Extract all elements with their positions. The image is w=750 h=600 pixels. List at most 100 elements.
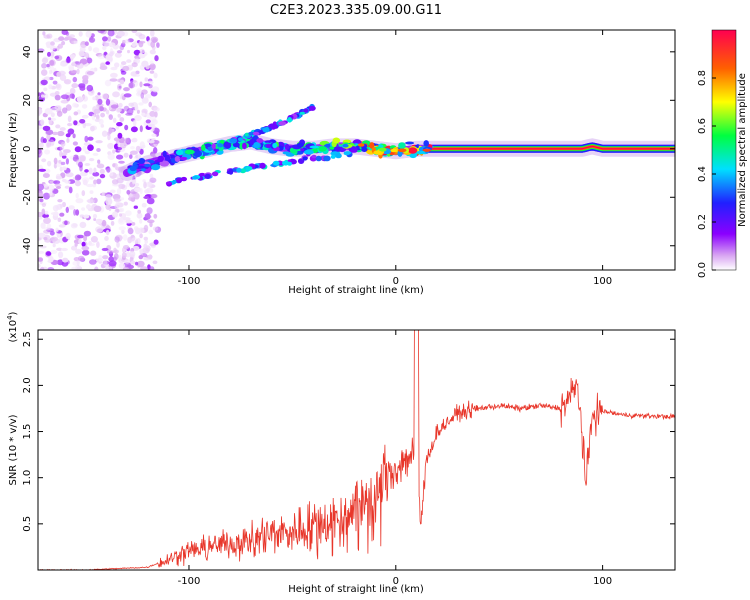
branch-blob: [204, 173, 211, 179]
noise-speckle: [67, 122, 73, 127]
snr-y-multiplier: (x104): [6, 311, 19, 342]
branch-blob: [302, 156, 308, 161]
branch-blob: [172, 179, 177, 185]
noise-speckle: [85, 30, 92, 38]
ridge-blob: [300, 148, 305, 152]
noise-speckle: [147, 140, 155, 144]
noise-speckle: [93, 167, 97, 173]
ridge-blob: [253, 142, 260, 149]
noise-speckle: [78, 238, 82, 245]
noise-speckle: [105, 198, 113, 205]
noise-speckle: [130, 146, 135, 150]
noise-speckle: [65, 57, 71, 64]
ridge-blob: [211, 143, 216, 150]
noise-speckle: [79, 85, 86, 91]
noise-speckle: [152, 226, 159, 231]
noise-speckle: [47, 160, 52, 167]
noise-speckle: [72, 133, 76, 139]
noise-speckle: [139, 148, 144, 155]
noise-speckle: [59, 166, 63, 172]
noise-speckle: [151, 133, 157, 137]
noise-speckle: [94, 266, 99, 270]
noise-speckle: [54, 55, 60, 60]
noise-speckle: [77, 234, 85, 239]
ridge-blob: [242, 142, 247, 150]
noise-speckle: [95, 140, 103, 144]
branch-blob: [343, 151, 352, 155]
ridge-blob: [207, 146, 212, 151]
noise-speckle: [130, 80, 137, 83]
noise-speckle: [105, 109, 110, 115]
colorbar-tick-label: 0.8: [697, 70, 708, 86]
noise-speckle: [44, 108, 53, 115]
noise-speckle: [91, 113, 96, 121]
noise-speckle: [88, 37, 96, 43]
noise-speckle: [116, 107, 121, 113]
noise-speckle: [64, 180, 71, 184]
noise-speckle: [69, 93, 75, 99]
noise-speckle: [74, 146, 82, 153]
ridge-blob: [201, 144, 206, 151]
noise-speckle: [60, 247, 68, 252]
ridge-blob: [192, 150, 203, 158]
snr-y-ticks: 0.5 1.0 1.5 2.0 2.5: [22, 331, 675, 532]
noise-speckle: [141, 112, 146, 117]
branch-blob: [330, 154, 336, 159]
noise-speckle: [56, 71, 62, 77]
noise-speckle: [113, 247, 117, 254]
noise-speckle: [96, 148, 101, 152]
noise-speckle: [81, 246, 90, 251]
ridge-blob: [332, 137, 341, 144]
noise-speckle: [96, 228, 103, 234]
branch-blob: [278, 121, 287, 126]
noise-speckle: [38, 125, 43, 130]
noise-speckle: [84, 150, 90, 155]
noise-speckle: [38, 250, 45, 254]
noise-speckle: [138, 34, 146, 40]
noise-speckle: [43, 217, 51, 224]
noise-speckle: [112, 149, 116, 154]
noise-speckle: [62, 201, 66, 208]
noise-speckle: [68, 66, 75, 71]
snr-background: [38, 330, 675, 570]
noise-speckle: [55, 124, 61, 129]
noise-speckle: [70, 54, 76, 59]
noise-speckle: [108, 114, 114, 120]
noise-speckle: [50, 117, 57, 121]
noise-speckle: [75, 192, 79, 199]
noise-speckle: [129, 154, 133, 160]
noise-speckle: [97, 98, 103, 105]
ridge-blob: [342, 143, 349, 148]
noise-speckle: [112, 91, 120, 98]
ridge-blob: [378, 147, 387, 152]
noise-speckle: [43, 237, 48, 241]
noise-speckle: [127, 49, 130, 54]
noise-speckle: [41, 57, 49, 64]
noise-speckle: [60, 161, 66, 166]
noise-speckle: [65, 232, 71, 240]
ridge-blob: [422, 148, 431, 152]
noise-speckle: [106, 250, 114, 254]
ridge-blob: [224, 141, 232, 149]
noise-speckle: [123, 152, 129, 158]
noise-speckle: [41, 63, 47, 69]
noise-speckle: [65, 31, 70, 36]
noise-speckle: [61, 155, 67, 159]
noise-speckle: [152, 260, 158, 265]
ridge-blob: [129, 165, 137, 172]
noise-speckle: [101, 93, 109, 100]
noise-speckle: [69, 87, 76, 95]
noise-speckle: [124, 39, 130, 44]
noise-speckle: [141, 60, 149, 68]
noise-speckle: [153, 213, 158, 219]
noise-speckle: [138, 41, 144, 48]
noise-speckle: [93, 108, 101, 114]
ridge-blob: [264, 140, 272, 144]
noise-speckle: [81, 104, 88, 109]
y-tick-label: 2.5: [22, 331, 33, 347]
noise-speckle: [123, 201, 128, 206]
x-tick-label: -100: [178, 576, 201, 587]
noise-speckle: [134, 192, 140, 200]
noise-speckle: [66, 138, 70, 143]
noise-speckle: [116, 147, 123, 151]
